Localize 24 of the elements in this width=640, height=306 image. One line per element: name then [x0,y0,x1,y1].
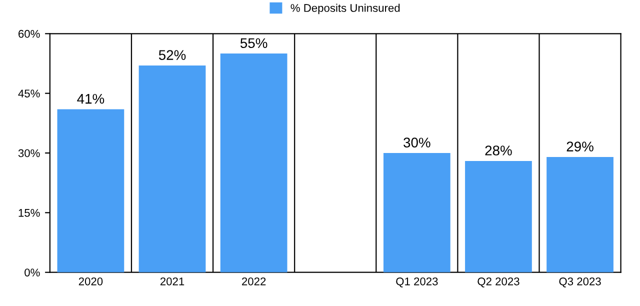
x-tick-label: Q1 2023 [396,277,438,288]
y-tick-label: 60% [18,30,40,38]
bar [57,109,124,272]
bar [465,160,532,272]
x-tick-label: 2020 [78,277,103,286]
y-tick-label: 30% [18,149,40,158]
x-tick-label: Q3 2023 [559,277,601,288]
data-label: 55% [240,38,268,48]
bar [546,156,614,272]
data-label: 28% [485,146,512,156]
bar [383,153,450,272]
data-label: 52% [158,50,186,60]
legend-label: % Deposits Uninsured [290,4,400,14]
y-tick-label: 0% [24,268,40,276]
x-tick-label: 2022 [242,277,266,286]
x-tick-label: Q2 2023 [478,277,520,288]
data-label: 41% [77,94,104,104]
data-label: 30% [404,138,430,148]
y-tick-label: 15% [18,208,40,217]
bar [138,65,206,272]
y-tick-label: 45% [18,90,40,98]
data-label: 29% [566,142,594,152]
x-tick-label: 2021 [160,277,184,286]
bar [220,54,288,272]
